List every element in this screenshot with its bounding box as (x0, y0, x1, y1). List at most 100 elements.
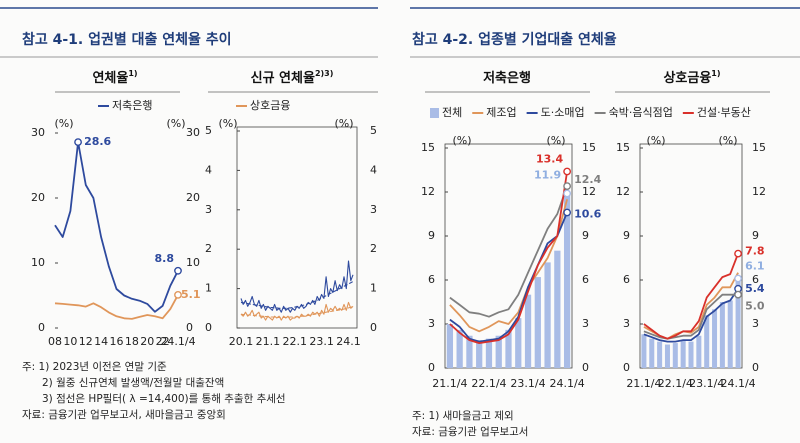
y-tick-label: 9 (623, 229, 630, 242)
legend-label: 저축은행 (112, 99, 152, 112)
y-tick-label: 2 (205, 242, 212, 255)
note: 주: 1) 2023년 이전은 연말 기준 (22, 361, 167, 373)
bar (664, 344, 670, 368)
point-marker (563, 189, 572, 198)
y2-tick-label: 3 (752, 317, 759, 330)
y-tick-label: 1 (205, 282, 212, 295)
y2-tick-label: 10 (186, 256, 200, 269)
y2-tick-label: 0 (186, 321, 193, 334)
y2-tick-label: 1 (370, 282, 377, 295)
line (240, 301, 354, 321)
trend-line (240, 305, 354, 318)
value-label: 7.8 (745, 245, 765, 258)
bar (657, 341, 663, 368)
y-tick-label: 10 (31, 256, 45, 269)
panel-title-text: 저축은행 (483, 70, 531, 86)
bar (727, 300, 733, 368)
bar (680, 340, 686, 368)
x-tick-label: 22.1/4 (658, 377, 693, 390)
bar (554, 250, 561, 368)
value-label: 11.9 (534, 168, 561, 181)
x-tick-label: 16 (110, 335, 124, 348)
trend-line (240, 281, 354, 309)
y-unit: (%) (218, 117, 237, 130)
bar (719, 302, 725, 368)
y2-tick-label: 30 (186, 126, 200, 139)
legend-label: 제조업 (486, 106, 516, 119)
point-marker (563, 208, 572, 217)
legend-label: 도·소매업 (541, 106, 585, 119)
x-tick-label: 22 (156, 335, 170, 348)
panel-title: 저축은행 (483, 70, 531, 86)
x-tick-label: 23.1/4 (689, 377, 724, 390)
point-marker (734, 274, 742, 283)
x-tick-label: 24.1/4 (550, 377, 585, 390)
line (54, 294, 179, 320)
x-tick-label: 18 (125, 335, 139, 348)
panel-title: 연체율1) (92, 69, 137, 86)
y2-tick-label: 20 (186, 191, 200, 204)
left-title: 참고 4-1. 업권별 대출 연체율 추이 (22, 31, 232, 48)
bar (495, 335, 502, 368)
right-title: 참고 4-2. 업종별 기업대출 연체율 (412, 31, 617, 48)
y2-tick-label: 3 (370, 203, 377, 216)
y-tick-label: 12 (616, 185, 630, 198)
panel-title-note: 2)3) (315, 69, 333, 78)
x-tick-label: 22.1/4 (471, 377, 506, 390)
legend-label: 건설·부동산 (697, 106, 751, 119)
y2-tick-label: 15 (752, 141, 766, 154)
y-unit: (%) (718, 134, 737, 147)
point-marker (563, 182, 572, 191)
x-tick-label: 21.1/4 (626, 377, 661, 390)
bar (534, 277, 541, 368)
point-marker (174, 290, 182, 299)
y-tick-label: 3 (428, 317, 435, 330)
panel-title-text: 연체율 (92, 70, 128, 86)
y2-tick-label: 6 (582, 273, 589, 286)
value-label: 8.8 (155, 252, 175, 265)
bar (446, 324, 454, 368)
y2-tick-label: 12 (582, 185, 596, 198)
y-tick-label: 15 (616, 141, 630, 154)
y-unit: (%) (54, 117, 73, 130)
plot-frame (639, 143, 743, 369)
x-tick-label: 21.1/4 (432, 377, 467, 390)
bar (735, 278, 741, 368)
x-tick-label: 08 (48, 335, 62, 348)
y2-tick-label: 4 (370, 163, 377, 176)
panel-title-note: 1) (128, 69, 137, 78)
line (449, 171, 568, 344)
value-label: 10.6 (574, 208, 601, 221)
bar (649, 338, 655, 368)
panel-title-text: 신규 연체율 (251, 70, 315, 86)
legend-label: 상호금융 (250, 99, 290, 112)
y2-tick-label: 5 (370, 124, 377, 137)
bar (641, 334, 647, 368)
y-tick-label: 30 (31, 126, 45, 139)
point-marker (174, 266, 182, 275)
y-tick-label: 0 (205, 321, 212, 334)
line (643, 288, 739, 343)
x-tick-label: 10 (63, 335, 77, 348)
bar (515, 318, 522, 368)
value-label: 12.4 (574, 173, 601, 186)
x-tick-label: 24.1 (336, 335, 361, 348)
point-marker (563, 167, 572, 176)
bar (688, 341, 694, 368)
x-tick-label: 14 (94, 335, 108, 348)
line (240, 260, 354, 313)
x-tick-label: 24.1/4 (160, 335, 195, 348)
panel-title: 상호금융1) (663, 69, 720, 86)
value-label: 28.6 (84, 135, 111, 148)
y-unit: (%) (334, 117, 353, 130)
y-unit: (%) (166, 117, 185, 130)
line (643, 293, 739, 340)
y2-tick-label: 0 (582, 361, 589, 374)
point-marker (74, 138, 82, 147)
bar (544, 262, 551, 368)
y2-tick-label: 15 (582, 141, 596, 154)
bar (524, 294, 532, 368)
y2-tick-label: 9 (752, 229, 759, 242)
y-tick-label: 9 (428, 229, 435, 242)
legend-swatch (430, 108, 439, 118)
